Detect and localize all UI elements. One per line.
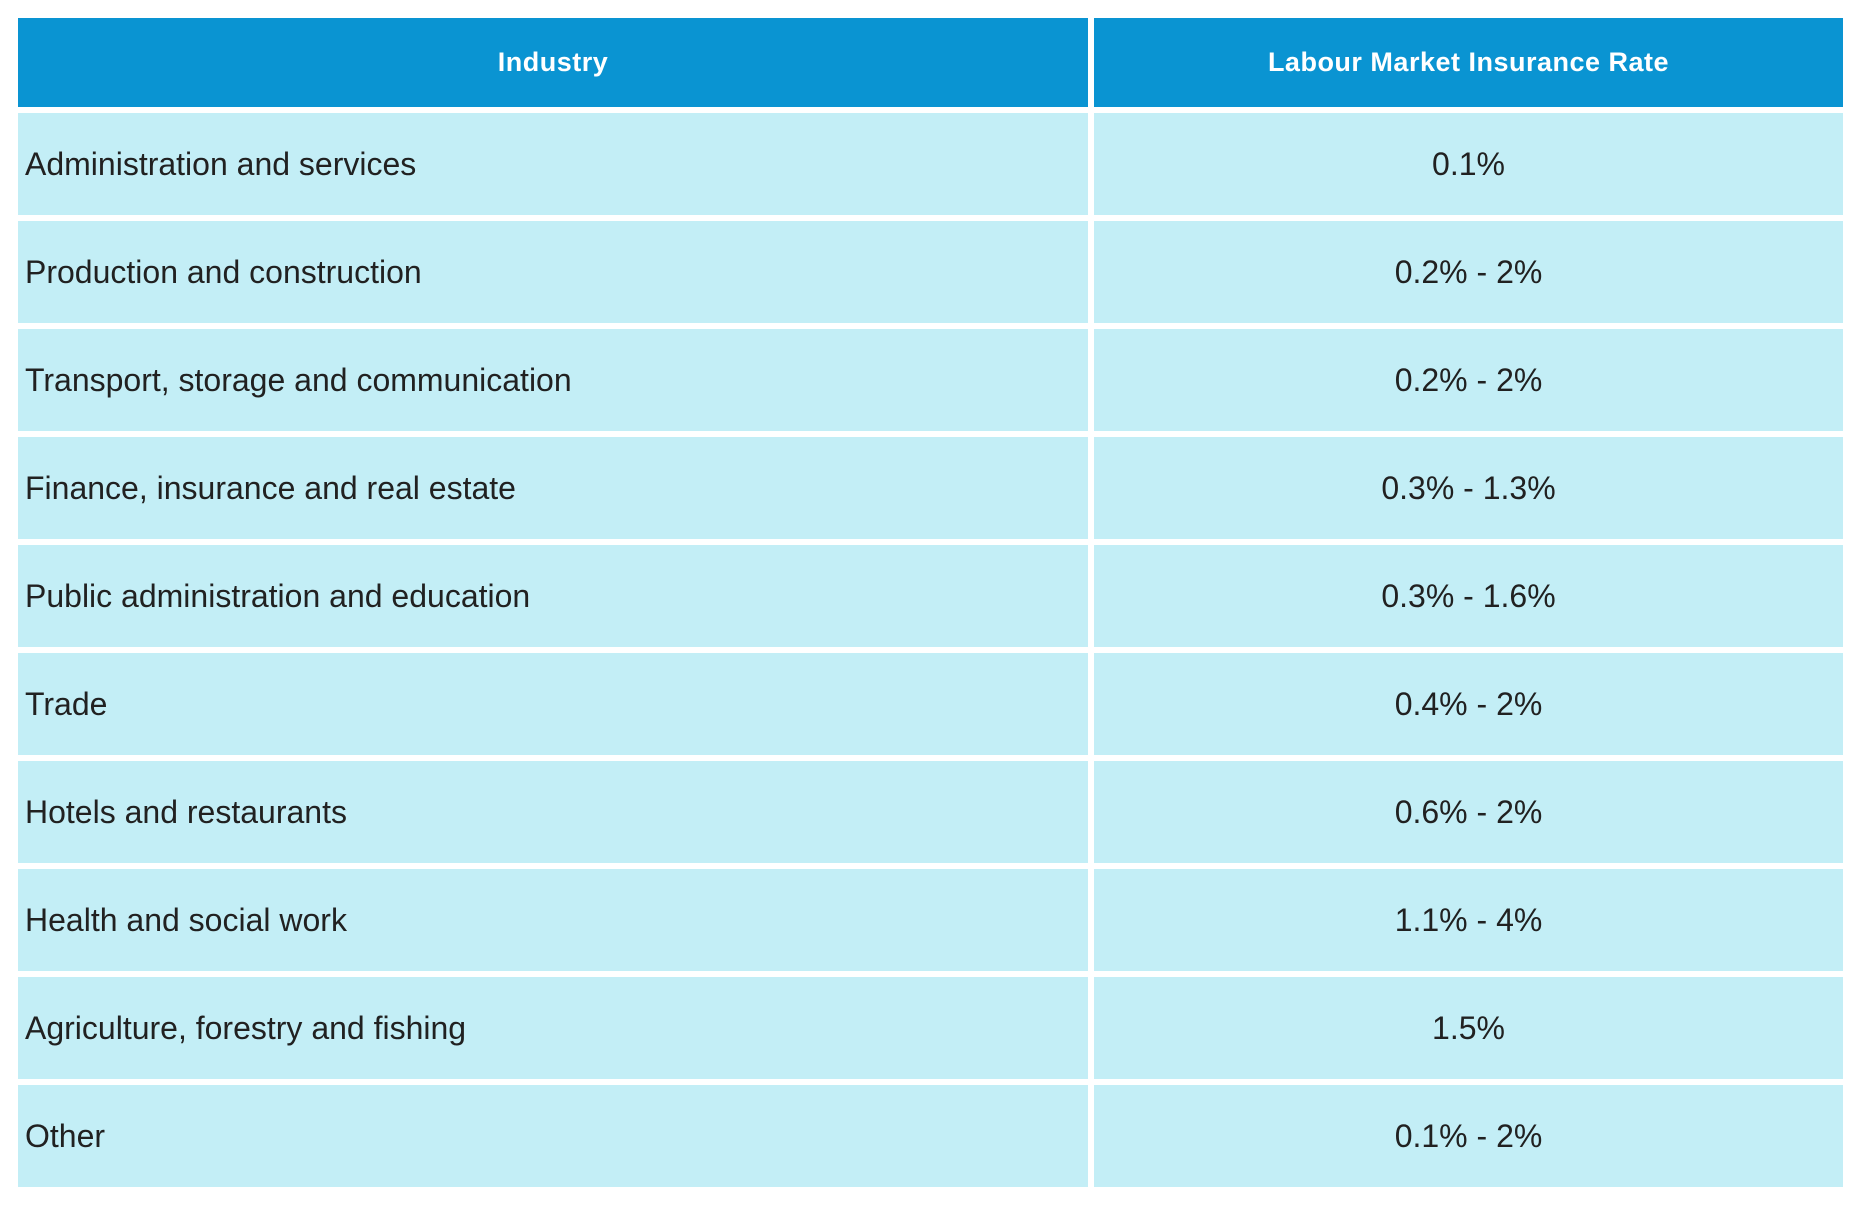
table-row: Finance, insurance and real estate 0.3% … [18,437,1843,539]
insurance-rate-table: Industry Labour Market Insurance Rate Ad… [12,12,1849,1193]
rate-cell: 1.5% [1094,977,1843,1079]
industry-cell: Administration and services [18,113,1088,215]
industry-cell: Agriculture, forestry and fishing [18,977,1088,1079]
table-row: Agriculture, forestry and fishing 1.5% [18,977,1843,1079]
table-row: Transport, storage and communication 0.2… [18,329,1843,431]
rate-cell: 0.2% - 2% [1094,221,1843,323]
table-row: Public administration and education 0.3%… [18,545,1843,647]
industry-cell: Transport, storage and communication [18,329,1088,431]
rate-cell: 0.1% [1094,113,1843,215]
industry-cell: Finance, insurance and real estate [18,437,1088,539]
rate-cell: 0.3% - 1.3% [1094,437,1843,539]
industry-cell: Other [18,1085,1088,1187]
industry-cell: Production and construction [18,221,1088,323]
table-row: Production and construction 0.2% - 2% [18,221,1843,323]
table-header-rate: Labour Market Insurance Rate [1094,18,1843,107]
industry-cell: Hotels and restaurants [18,761,1088,863]
table-row: Other 0.1% - 2% [18,1085,1843,1187]
table-row: Trade 0.4% - 2% [18,653,1843,755]
industry-cell: Public administration and education [18,545,1088,647]
table-row: Hotels and restaurants 0.6% - 2% [18,761,1843,863]
rate-cell: 0.6% - 2% [1094,761,1843,863]
industry-cell: Trade [18,653,1088,755]
rate-cell: 1.1% - 4% [1094,869,1843,971]
table-row: Administration and services 0.1% [18,113,1843,215]
table-header-row: Industry Labour Market Insurance Rate [18,18,1843,107]
table-row: Health and social work 1.1% - 4% [18,869,1843,971]
industry-cell: Health and social work [18,869,1088,971]
rate-cell: 0.2% - 2% [1094,329,1843,431]
rate-cell: 0.1% - 2% [1094,1085,1843,1187]
table-header-industry: Industry [18,18,1088,107]
rate-cell: 0.3% - 1.6% [1094,545,1843,647]
rate-cell: 0.4% - 2% [1094,653,1843,755]
